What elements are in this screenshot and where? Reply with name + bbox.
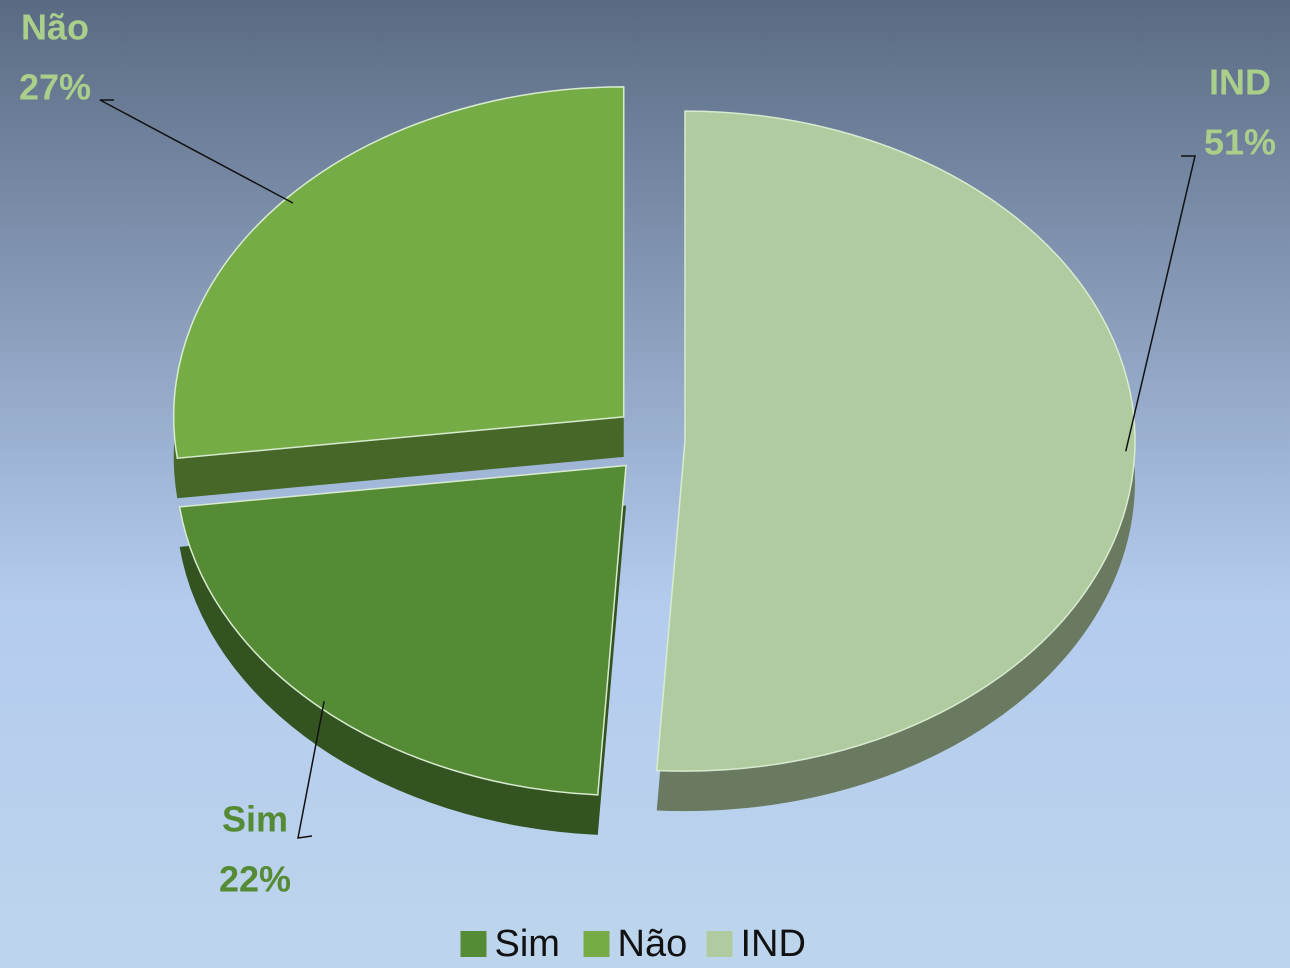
data-label-name: IND <box>1209 62 1271 103</box>
legend-swatch <box>706 931 733 957</box>
legend-label: Não <box>618 923 688 965</box>
leader-line <box>99 99 294 204</box>
data-label-name: Sim <box>222 799 288 840</box>
legend-swatch <box>583 931 610 957</box>
leader-line <box>297 701 325 839</box>
data-label-value: 27% <box>19 67 91 108</box>
leader-line <box>1125 155 1196 452</box>
data-label-name: Não <box>21 7 89 48</box>
data-label-value: 22% <box>219 859 291 900</box>
slice <box>178 464 627 796</box>
legend-label: Sim <box>495 923 560 965</box>
legend-swatch <box>460 931 487 957</box>
data-label-value: 51% <box>1204 122 1276 163</box>
slice <box>655 110 1136 772</box>
legend-label: IND <box>741 923 806 965</box>
